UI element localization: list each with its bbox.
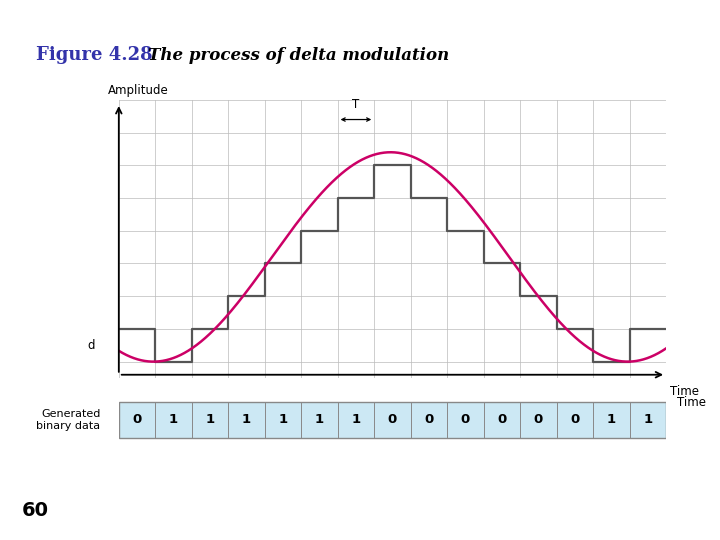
Text: Figure 4.28: Figure 4.28 bbox=[36, 46, 153, 64]
Text: 0: 0 bbox=[132, 413, 142, 427]
Text: Time: Time bbox=[670, 384, 698, 397]
Text: T: T bbox=[352, 98, 359, 111]
Text: d: d bbox=[88, 339, 95, 352]
Text: 1: 1 bbox=[205, 413, 215, 427]
Text: 1: 1 bbox=[607, 413, 616, 427]
Text: 0: 0 bbox=[534, 413, 543, 427]
Text: Amplitude: Amplitude bbox=[108, 84, 168, 97]
Text: 1: 1 bbox=[279, 413, 287, 427]
Bar bbox=[119, 402, 666, 438]
Text: 1: 1 bbox=[643, 413, 652, 427]
Text: 1: 1 bbox=[169, 413, 178, 427]
Text: 0: 0 bbox=[570, 413, 580, 427]
Text: 0: 0 bbox=[498, 413, 506, 427]
Text: 0: 0 bbox=[461, 413, 470, 427]
Text: Generated
binary data: Generated binary data bbox=[37, 409, 101, 431]
Text: The process of delta modulation: The process of delta modulation bbox=[148, 46, 449, 64]
Text: 1: 1 bbox=[351, 413, 361, 427]
Text: 0: 0 bbox=[424, 413, 433, 427]
Text: 1: 1 bbox=[242, 413, 251, 427]
Text: 1: 1 bbox=[315, 413, 324, 427]
Text: 60: 60 bbox=[22, 501, 48, 520]
Text: 0: 0 bbox=[388, 413, 397, 427]
Text: Time: Time bbox=[677, 396, 706, 409]
